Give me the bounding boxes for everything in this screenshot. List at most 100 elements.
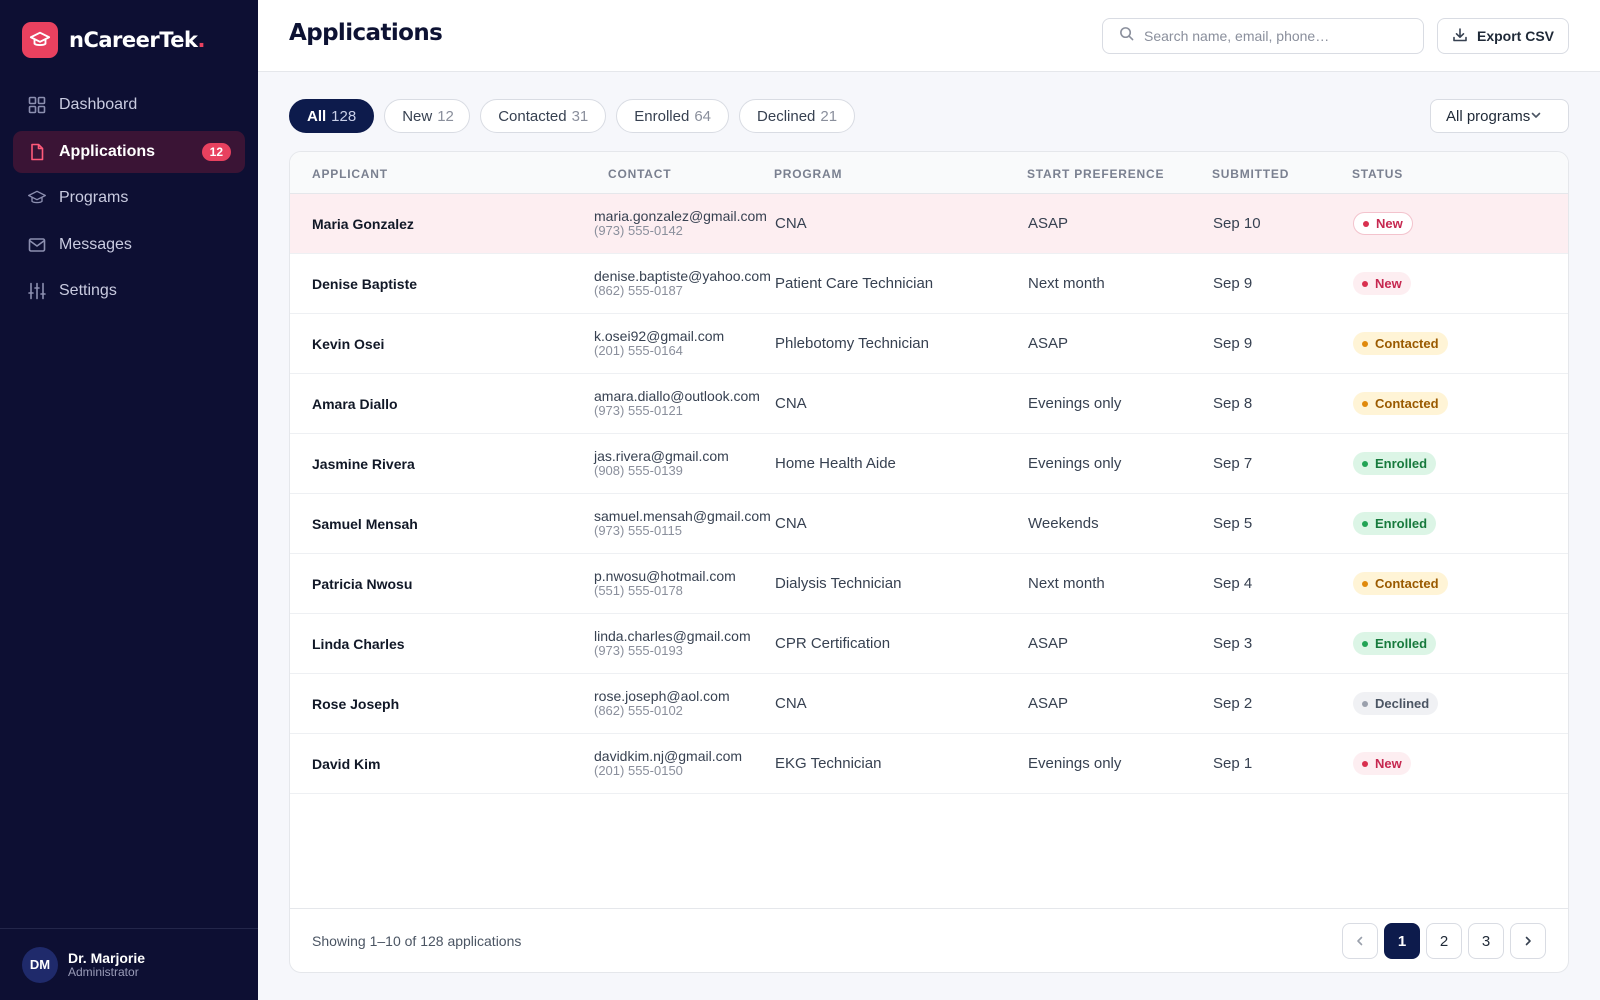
avatar: DM [22, 946, 58, 983]
applicant-name: Kevin Osei [312, 335, 385, 352]
table-row[interactable]: Kevin Osei k.osei92@gmail.com (201) 555-01… [290, 314, 1568, 374]
filter-label: Declined [757, 107, 816, 125]
filter-count: 12 [437, 107, 454, 125]
applicant-start-preference: Weekends [1028, 515, 1099, 532]
page-button-2[interactable]: 2 [1426, 923, 1462, 959]
search-box[interactable] [1102, 18, 1424, 54]
applicant-program: Patient Care Technician [775, 275, 934, 292]
applicant-submitted-date: Sep 10 [1213, 215, 1261, 232]
filter-declined[interactable]: Declined 21 [739, 99, 856, 133]
sidebar-item-settings[interactable]: Settings [13, 270, 245, 312]
status-badge: Enrolled [1353, 452, 1437, 475]
applicant-email[interactable]: jas.rivera@gmail.com [594, 447, 729, 464]
table-row[interactable]: Amara Diallo amara.diallo@outlook.com (973… [290, 374, 1568, 434]
applicant-program: EKG Technician [775, 755, 882, 772]
sidebar-item-dashboard[interactable]: Dashboard [13, 84, 245, 126]
applicant-email[interactable]: p.nwosu@hotmail.com [594, 567, 736, 584]
search-input[interactable] [1144, 28, 1404, 44]
applicant-email[interactable]: samuel.mensah@gmail.com [594, 507, 771, 524]
applicant-name: Maria Gonzalez [312, 215, 414, 232]
applicant-phone: (973) 555-0115 [594, 523, 682, 539]
table-row[interactable]: Denise Baptiste denise.baptiste@yahoo.com… [290, 254, 1568, 314]
applicant-email[interactable]: davidkim.nj@gmail.com [594, 747, 743, 764]
column-header-contact[interactable]: CONTACT [608, 167, 672, 181]
page-button-1[interactable]: 1 [1384, 923, 1420, 959]
applicant-email[interactable]: linda.charles@gmail.com [594, 627, 751, 644]
status-badge: Contacted [1353, 392, 1448, 415]
applicant-program: CNA [775, 395, 807, 412]
applicant-contact: k.osei92@gmail.com (201) 555-0164 [580, 327, 775, 359]
applicant-phone: (973) 555-0142 [594, 223, 683, 239]
applicant-program: Phlebotomy Technician [775, 335, 929, 352]
applicant-program: CNA [775, 695, 807, 712]
applicant-start-preference: Next month [1028, 275, 1105, 292]
applicant-start-preference: ASAP [1028, 335, 1069, 352]
status-dot-icon [1362, 700, 1368, 707]
sidebar-item-applications[interactable]: Applications 12 [13, 130, 245, 173]
program-filter-value: All programs [1446, 107, 1531, 125]
filter-contacted[interactable]: Contacted 31 [480, 99, 607, 133]
graduation-cap-icon [27, 188, 47, 208]
document-icon [27, 142, 47, 162]
sidebar-item-label: Applications [59, 142, 156, 160]
brand[interactable]: nCareerTek. [22, 22, 206, 58]
applicant-email[interactable]: rose.joseph@aol.com [594, 687, 730, 704]
column-header-start-preference[interactable]: START PREFERENCE [1027, 167, 1165, 181]
applicant-name: Amara Diallo [312, 395, 398, 412]
filter-all[interactable]: All 128 [289, 99, 375, 133]
sidebar-item-messages[interactable]: Messages [13, 224, 245, 266]
table-row[interactable]: Rose Joseph rose.joseph@aol.com (862) 555-… [290, 674, 1568, 734]
status-label: New [1375, 756, 1402, 771]
applicant-submitted-date: Sep 2 [1213, 695, 1253, 712]
previous-page-button[interactable] [1342, 923, 1378, 959]
status-dot-icon [1362, 280, 1368, 287]
status-badge: Enrolled [1353, 632, 1437, 655]
table-row[interactable]: Samuel Mensah samuel.mensah@gmail.com (973… [290, 494, 1568, 554]
filter-count: 128 [331, 107, 357, 125]
column-header-program[interactable]: PROGRAM [774, 167, 843, 181]
sidebar-item-label: Dashboard [59, 96, 138, 113]
column-header-applicant[interactable]: APPLICANT [312, 167, 388, 181]
filter-new[interactable]: New 12 [384, 99, 471, 133]
applicant-email[interactable]: maria.gonzalez@gmail.com [594, 207, 767, 224]
page-button-3[interactable]: 3 [1468, 923, 1504, 959]
applicant-start-preference: Evenings only [1028, 395, 1122, 412]
table-row[interactable]: Maria Gonzalez maria.gonzalez@gmail.com (9… [290, 194, 1568, 254]
applicant-phone: (862) 555-0187 [594, 283, 683, 299]
table-row[interactable]: Patricia Nwosu p.nwosu@hotmail.com (551) 5… [290, 554, 1568, 614]
applicant-email[interactable]: denise.baptiste@yahoo.com [594, 267, 771, 284]
user-role: Administrator [68, 964, 139, 979]
applicant-submitted-date: Sep 7 [1213, 455, 1253, 472]
applicant-email[interactable]: k.osei92@gmail.com [594, 327, 725, 344]
table-row[interactable]: Linda Charles linda.charles@gmail.com (973… [290, 614, 1568, 674]
table-row[interactable]: Jasmine Rivera jas.rivera@gmail.com (908) … [290, 434, 1568, 494]
applicant-status: Contacted [1353, 332, 1568, 355]
next-page-button[interactable] [1510, 923, 1546, 959]
applicant-submitted-date: Sep 9 [1213, 335, 1253, 352]
column-header-submitted[interactable]: SUBMITTED [1212, 167, 1290, 181]
status-dot-icon [1362, 460, 1368, 467]
applicant-email[interactable]: amara.diallo@outlook.com [594, 387, 760, 404]
applicant-contact: maria.gonzalez@gmail.com (973) 555-0142 [580, 207, 775, 239]
applicant-name: Samuel Mensah [312, 515, 418, 532]
column-header-status[interactable]: STATUS [1352, 167, 1404, 181]
applicant-name: Denise Baptiste [312, 275, 418, 292]
applicant-phone: (973) 555-0121 [594, 403, 683, 419]
program-filter-select[interactable]: All programs [1430, 99, 1569, 133]
current-user[interactable]: DM Dr. Marjorie Administrator [0, 928, 258, 1000]
export-csv-button[interactable]: Export CSV [1437, 18, 1569, 54]
filter-label: Enrolled [634, 107, 690, 125]
table-row[interactable]: David Kim davidkim.nj@gmail.com (201) 555-… [290, 734, 1568, 794]
applications-table: APPLICANT CONTACT PROGRAM START PREFEREN… [289, 151, 1569, 973]
status-badge: Declined [1353, 692, 1439, 715]
applicant-submitted-date: Sep 1 [1213, 755, 1253, 772]
applicant-start-preference: ASAP [1028, 635, 1069, 652]
sidebar: nCareerTek. Dashboard Applications 12 Pr… [0, 0, 258, 1000]
status-label: Enrolled [1375, 516, 1428, 531]
table-body: Maria Gonzalez maria.gonzalez@gmail.com (9… [290, 194, 1568, 794]
filter-enrolled[interactable]: Enrolled 64 [616, 99, 730, 133]
applicant-contact: linda.charles@gmail.com (973) 555-0193 [580, 627, 775, 659]
page-title: Applications [289, 20, 443, 46]
sidebar-item-programs[interactable]: Programs [13, 177, 245, 219]
grid-icon [27, 95, 47, 115]
